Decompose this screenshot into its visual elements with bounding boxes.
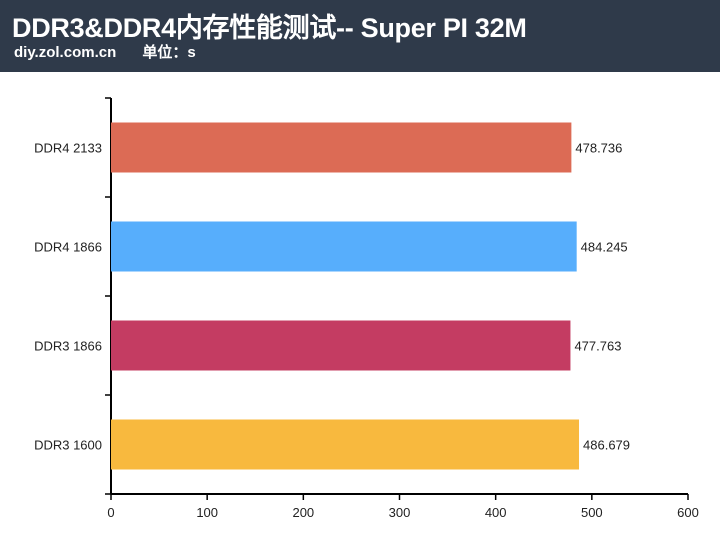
- x-tick-label: 100: [196, 505, 218, 520]
- bar-chart: 0 100 200 300 400 500 600 DDR4 2133 478.736 DDR4 …: [34, 97, 699, 520]
- x-tick-label: 200: [292, 505, 314, 520]
- bar-ddr4-2133: [111, 122, 572, 173]
- x-tick-label: 500: [581, 505, 603, 520]
- plot-area: 0 100 200 300 400 500 600 DDR4 2133 478.736 DDR4 …: [0, 72, 720, 552]
- bar-ddr3-1866: [111, 320, 571, 371]
- source-label: diy.zol.com.cn: [14, 44, 117, 61]
- category-label: DDR4 2133: [34, 141, 102, 156]
- chart-subtitle: diy.zol.com.cn 单位：s: [14, 41, 196, 62]
- x-tick-label: 400: [485, 505, 507, 520]
- category-label: DDR3 1600: [34, 438, 102, 453]
- x-tick-label: 600: [677, 505, 699, 520]
- chart-title: DDR3&DDR4内存性能测试-- Super PI 32M: [12, 13, 527, 43]
- unit-label: 单位：s: [142, 44, 196, 61]
- value-label: 477.763: [574, 339, 621, 354]
- category-label: DDR3 1866: [34, 339, 102, 354]
- value-label: 484.245: [581, 240, 628, 255]
- bar-ddr3-1600: [111, 419, 580, 470]
- x-tick-label: 300: [389, 505, 411, 520]
- chart-header: DDR3&DDR4内存性能测试-- Super PI 32M diy.zol.c…: [0, 0, 720, 72]
- category-label: DDR4 1866: [34, 240, 102, 255]
- x-tick-label: 0: [107, 505, 114, 520]
- bar-ddr4-1866: [111, 221, 577, 272]
- value-label: 478.736: [575, 141, 622, 156]
- value-label: 486.679: [583, 438, 630, 453]
